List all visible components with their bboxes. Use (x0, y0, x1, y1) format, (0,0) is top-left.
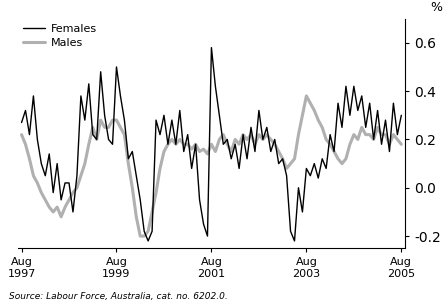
Females (19, 121, 24, 124)
Legend: Females, Males: Females, Males (23, 24, 97, 47)
Males (399, 143, 404, 146)
Males (138, 234, 143, 238)
Females (47, 152, 52, 156)
Females (146, 239, 151, 243)
Females (209, 46, 214, 50)
Line: Males: Males (22, 96, 401, 236)
Males (304, 94, 309, 98)
Males (319, 126, 325, 129)
Males (19, 133, 24, 136)
Females (31, 94, 36, 98)
Females (118, 94, 123, 98)
Males (118, 126, 123, 129)
Males (241, 133, 246, 136)
Males (213, 150, 218, 153)
Line: Females: Females (22, 48, 401, 241)
Females (244, 157, 250, 161)
Females (399, 113, 404, 117)
Males (47, 205, 52, 209)
Males (31, 174, 36, 178)
Y-axis label: %: % (430, 1, 442, 14)
Females (319, 157, 325, 161)
Text: Source: Labour Force, Australia, cat. no. 6202.0.: Source: Labour Force, Australia, cat. no… (9, 292, 228, 301)
Females (217, 113, 222, 117)
